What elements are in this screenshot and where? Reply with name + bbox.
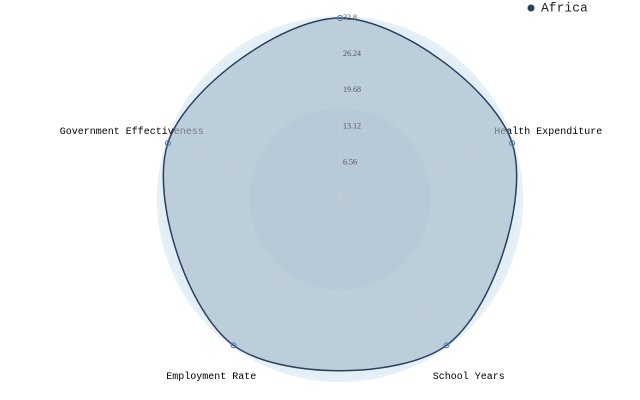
legend-text: Africa — [541, 0, 588, 15]
point-marker — [443, 342, 450, 349]
tick-label: 13.12 — [343, 121, 361, 130]
axis-label: School Years — [433, 371, 505, 383]
axis-label: Government Effectiveness — [60, 126, 204, 138]
point-marker — [230, 342, 237, 349]
series-area — [162, 17, 518, 372]
tick-label: 32.8 — [343, 13, 357, 22]
point-marker — [164, 140, 171, 147]
point-marker — [509, 140, 516, 147]
tick-label: 6.56 — [343, 158, 357, 167]
axis-label: Employment Rate — [166, 371, 256, 383]
axis-label: Health Expenditure — [494, 126, 602, 138]
tick-label: 26.24 — [343, 49, 361, 58]
point-marker — [337, 15, 343, 21]
legend-marker — [527, 4, 535, 12]
tick-label: 19.68 — [343, 85, 361, 94]
